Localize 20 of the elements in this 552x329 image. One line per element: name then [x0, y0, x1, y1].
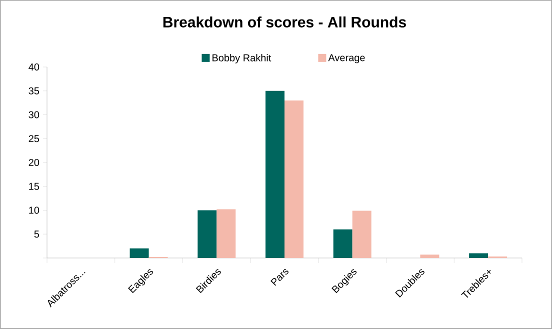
bar — [284, 100, 304, 258]
y-tick-label: 25 — [28, 135, 40, 142]
y-tick-label: 40 — [28, 63, 40, 71]
bar — [420, 254, 440, 258]
legend-label: Bobby Rakhit — [212, 54, 272, 64]
bar — [266, 90, 284, 258]
y-tick-label: 35 — [28, 87, 40, 94]
y-tick-label: 20 — [28, 158, 40, 166]
bar — [333, 229, 352, 258]
y-tick-label: 30 — [28, 111, 40, 118]
chart-title: Breakdown of scores - All Rounds — [163, 16, 406, 28]
y-tick-label: 10 — [29, 206, 40, 214]
bar — [198, 210, 217, 258]
y-tick-label: 15 — [29, 182, 40, 190]
bar — [130, 248, 149, 258]
bar — [216, 209, 236, 258]
bar — [352, 210, 372, 258]
bar — [469, 253, 488, 258]
legend-label: Average — [328, 54, 365, 64]
y-tick-label: 5 — [34, 230, 40, 238]
